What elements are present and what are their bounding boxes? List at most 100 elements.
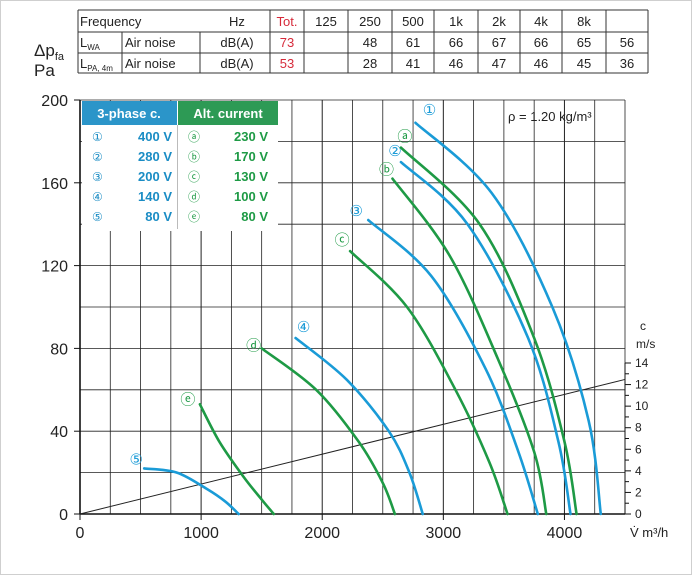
legend-left-symbol: ③ bbox=[92, 170, 103, 184]
series-label: ① bbox=[423, 101, 436, 119]
legend-header-left-text: 3-phase c. bbox=[97, 106, 161, 121]
row-value: 65 bbox=[577, 35, 591, 50]
legend-right-symbol: ⓓ bbox=[188, 190, 200, 204]
legend-right-value: 230 V bbox=[234, 129, 268, 144]
y-tick-label: 40 bbox=[50, 424, 68, 441]
legend-header-left bbox=[82, 101, 177, 125]
velocity-tick-label: 10 bbox=[635, 399, 649, 413]
y-axis-unit: Pa bbox=[34, 61, 55, 80]
row-total: 73 bbox=[280, 35, 294, 50]
series-label: ⓓ bbox=[246, 336, 261, 354]
legend-left-value: 400 V bbox=[138, 129, 172, 144]
y-tick-label: 0 bbox=[59, 507, 68, 524]
row-value: 46 bbox=[534, 56, 548, 71]
series-line bbox=[260, 347, 397, 516]
velocity-tick-label: 0 bbox=[635, 507, 642, 521]
velocity-axis-unit: m/s bbox=[636, 337, 655, 351]
row-name: Air noise bbox=[125, 56, 176, 71]
series-label: ⑤ bbox=[129, 450, 142, 468]
table-header-cell: Tot. bbox=[277, 14, 298, 29]
legend-left-value: 80 V bbox=[145, 209, 172, 224]
table-header-cell: Hz bbox=[229, 14, 245, 29]
row-value: 36 bbox=[620, 56, 634, 71]
series-label: ④ bbox=[297, 318, 310, 336]
row-value: 56 bbox=[620, 35, 634, 50]
legend-header-right bbox=[178, 101, 278, 125]
legend-right-symbol: ⓒ bbox=[188, 170, 200, 184]
table-header-cell: 2k bbox=[492, 14, 506, 29]
series-label: ⓐ bbox=[397, 128, 412, 146]
legend-left-value: 280 V bbox=[138, 149, 172, 164]
y-tick-label: 160 bbox=[41, 176, 68, 193]
series-line bbox=[366, 218, 540, 516]
table-header-cell: 8k bbox=[577, 14, 591, 29]
row-unit: dB(A) bbox=[220, 35, 253, 50]
row-unit: dB(A) bbox=[220, 56, 253, 71]
table-header-cell: 500 bbox=[402, 14, 424, 29]
x-axis-label: V̇ m³/h bbox=[630, 525, 668, 540]
velocity-tick-label: 2 bbox=[635, 485, 642, 499]
legend-right-value: 130 V bbox=[234, 169, 268, 184]
legend-left-value: 140 V bbox=[138, 189, 172, 204]
x-tick-label: 0 bbox=[76, 525, 85, 542]
legend: 3-phase c. Alt. current ① 400 V ② 280 V ③ 200 V… bbox=[82, 101, 278, 231]
row-value: 47 bbox=[492, 56, 506, 71]
x-tick-label: 4000 bbox=[547, 525, 583, 542]
row-code: LWA bbox=[80, 35, 100, 52]
legend-right-symbol: ⓐ bbox=[188, 130, 200, 144]
velocity-tick-label: 14 bbox=[635, 356, 649, 370]
velocity-tick-label: 6 bbox=[635, 442, 642, 456]
legend-right-symbol: ⓔ bbox=[188, 210, 200, 224]
series-label: ⓑ bbox=[379, 161, 394, 179]
series-line bbox=[348, 249, 509, 516]
row-value: 66 bbox=[449, 35, 463, 50]
row-value: 28 bbox=[363, 56, 377, 71]
density-note: ρ = 1.20 kg/m³ bbox=[508, 109, 592, 124]
row-value: 67 bbox=[492, 35, 506, 50]
series-line bbox=[399, 146, 578, 516]
row-code: LPA, 4m bbox=[80, 56, 113, 73]
legend-header-right-text: Alt. current bbox=[193, 106, 263, 121]
row-value: 46 bbox=[449, 56, 463, 71]
y-tick-label: 200 bbox=[41, 93, 68, 110]
velocity-tick-label: 8 bbox=[635, 421, 642, 435]
x-tick-label: 2000 bbox=[304, 525, 340, 542]
series-line bbox=[142, 467, 240, 516]
table-header-cell: 125 bbox=[315, 14, 337, 29]
series-label: ⓔ bbox=[180, 390, 195, 408]
legend-right-value: 170 V bbox=[234, 149, 268, 164]
legend-right-symbol: ⓑ bbox=[188, 150, 200, 164]
x-tick-label: 3000 bbox=[426, 525, 462, 542]
legend-left-symbol: ① bbox=[92, 130, 103, 144]
y-axis-label: Δpfa bbox=[34, 41, 65, 63]
legend-left-symbol: ② bbox=[92, 150, 103, 164]
legend-left-symbol: ⑤ bbox=[92, 210, 103, 224]
legend-left-value: 200 V bbox=[138, 169, 172, 184]
x-tick-label: 1000 bbox=[183, 525, 219, 542]
velocity-reference-line bbox=[79, 378, 626, 515]
legend-right-value: 80 V bbox=[241, 209, 268, 224]
plot-area: 0 1000 2000 3000 400004080120160200024681012… bbox=[41, 93, 648, 542]
velocity-tick-label: 12 bbox=[635, 378, 649, 392]
table-header-cell: 250 bbox=[359, 14, 381, 29]
velocity-axis-label: c bbox=[640, 319, 646, 333]
noise-table: Frequency Hz Tot. 125 250 500 1k 2k 4k 8k LWA Air n… bbox=[77, 9, 649, 74]
series-line bbox=[399, 160, 572, 516]
velocity-tick-label: 4 bbox=[635, 464, 642, 478]
row-total: 53 bbox=[280, 56, 294, 71]
y-tick-label: 120 bbox=[41, 259, 68, 276]
series-label: ③ bbox=[350, 202, 363, 220]
row-value: 48 bbox=[363, 35, 377, 50]
series-label: ② bbox=[388, 142, 401, 160]
row-value: 41 bbox=[406, 56, 420, 71]
y-tick-label: 80 bbox=[50, 341, 68, 358]
table-header-cell: Frequency bbox=[80, 14, 142, 29]
row-value: 66 bbox=[534, 35, 548, 50]
series-line bbox=[391, 177, 548, 516]
series-label: ⓒ bbox=[335, 231, 350, 249]
row-name: Air noise bbox=[125, 35, 176, 50]
series-line bbox=[198, 402, 276, 516]
row-value: 61 bbox=[406, 35, 420, 50]
